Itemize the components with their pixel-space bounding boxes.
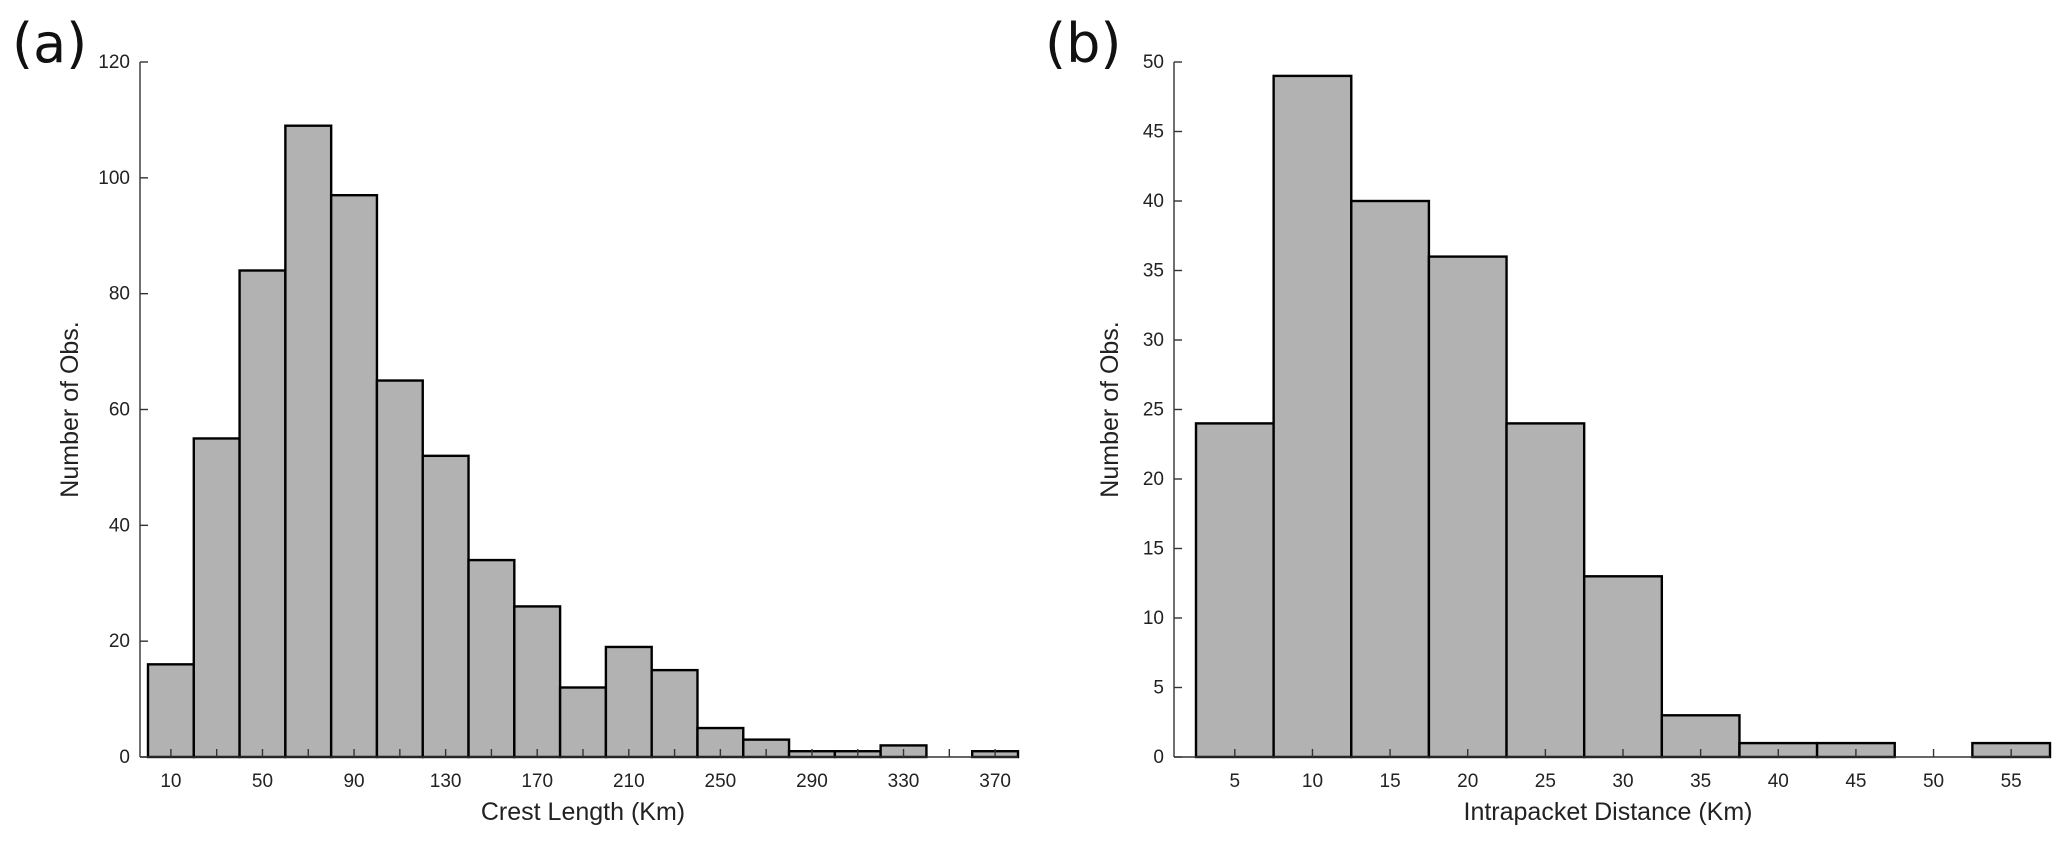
x-tick-label: 370 <box>979 771 1011 792</box>
x-tick-label: 25 <box>1535 771 1556 792</box>
histogram-bar <box>1427 255 1508 759</box>
x-tick-label: 15 <box>1380 771 1401 792</box>
y-axis-title: Number of Obs. <box>1096 321 1124 497</box>
panel-label: (b) <box>1045 12 1121 75</box>
histogram-bar <box>329 194 379 759</box>
x-tick-label: 170 <box>521 771 553 792</box>
histogram-bar <box>650 668 699 759</box>
histogram-bar <box>1194 422 1275 759</box>
y-tick-label: 100 <box>98 168 130 189</box>
x-tick-label: 50 <box>1923 771 1944 792</box>
histogram-bar <box>1582 575 1664 759</box>
y-axis-title: Number of Obs. <box>56 321 84 497</box>
x-tick-label: 30 <box>1612 771 1633 792</box>
x-tick-label: 40 <box>1768 771 1789 792</box>
x-axis-title: Crest Length (Km) <box>481 798 685 826</box>
y-tick-label: 20 <box>1143 469 1164 490</box>
histogram-bar <box>375 379 424 759</box>
bar-group <box>1194 74 2052 759</box>
y-tick-label: 45 <box>1143 122 1164 143</box>
y-tick-label: 25 <box>1143 400 1164 421</box>
y-tick-label: 35 <box>1143 261 1164 282</box>
histogram-bar <box>421 454 470 759</box>
x-tick-label: 330 <box>888 771 920 792</box>
y-tick-label: 30 <box>1143 330 1164 351</box>
y-tick-label: 0 <box>119 747 130 768</box>
histogram-bar <box>192 437 241 759</box>
x-tick-label: 50 <box>252 771 273 792</box>
y-tick-label: 40 <box>109 515 130 536</box>
x-tick-label: 10 <box>160 771 181 792</box>
y-tick-label: 0 <box>1153 747 1164 768</box>
y-tick-label: 40 <box>1143 191 1164 212</box>
histogram-bar <box>284 124 333 759</box>
y-tick-label: 10 <box>1143 608 1164 629</box>
y-tick-label: 5 <box>1153 678 1164 699</box>
histogram-bar <box>1272 74 1353 759</box>
histogram-bar <box>558 686 608 759</box>
y-tick-label: 120 <box>98 52 130 73</box>
histogram-bar <box>1350 199 1431 759</box>
x-tick-label: 90 <box>343 771 364 792</box>
histogram-bar <box>238 269 287 759</box>
histogram-bar <box>1505 422 1586 759</box>
x-tick-label: 45 <box>1845 771 1866 792</box>
histogram-intrapacket-distance-svg: (b) 0 5 10 15 20 25 30 35 40 45 50 5 10 15 20 25 30 35 40 45… <box>1045 12 2052 826</box>
x-tick-label: 290 <box>796 771 828 792</box>
x-tick-label: 35 <box>1690 771 1711 792</box>
histogram-bar <box>604 645 653 759</box>
x-tick-label: 20 <box>1457 771 1478 792</box>
x-tick-label: 250 <box>705 771 737 792</box>
x-tick-label: 55 <box>2001 771 2022 792</box>
panel-label: (a) <box>12 12 87 75</box>
y-tick-label: 20 <box>109 631 130 652</box>
histogram-crest-length-svg: (a) 0 20 40 60 80 100 120 10 50 90 130 170 210 250 290 3… <box>12 12 1020 826</box>
histogram-intrapacket-distance: (b) 0 5 10 15 20 25 30 35 40 45 50 5 10 15 20 25 30 35 40 45… <box>1040 0 2067 846</box>
x-tick-label: 5 <box>1230 771 1241 792</box>
x-tick-label: 130 <box>430 771 462 792</box>
histogram-bar <box>467 558 516 759</box>
y-tick-label: 15 <box>1143 539 1164 560</box>
histogram-crest-length: (a) 0 20 40 60 80 100 120 10 50 90 130 170 210 250 290 3… <box>12 12 1020 826</box>
histogram-bar <box>146 663 195 759</box>
y-tick-label: 50 <box>1143 52 1164 73</box>
y-tick-label: 60 <box>109 400 130 421</box>
bar-group <box>146 124 1020 759</box>
histogram-bar <box>513 605 562 759</box>
x-axis-title: Intrapacket Distance (Km) <box>1464 798 1753 826</box>
x-tick-label: 10 <box>1302 771 1323 792</box>
x-tick-label: 210 <box>613 771 645 792</box>
y-tick-label: 80 <box>109 284 130 305</box>
